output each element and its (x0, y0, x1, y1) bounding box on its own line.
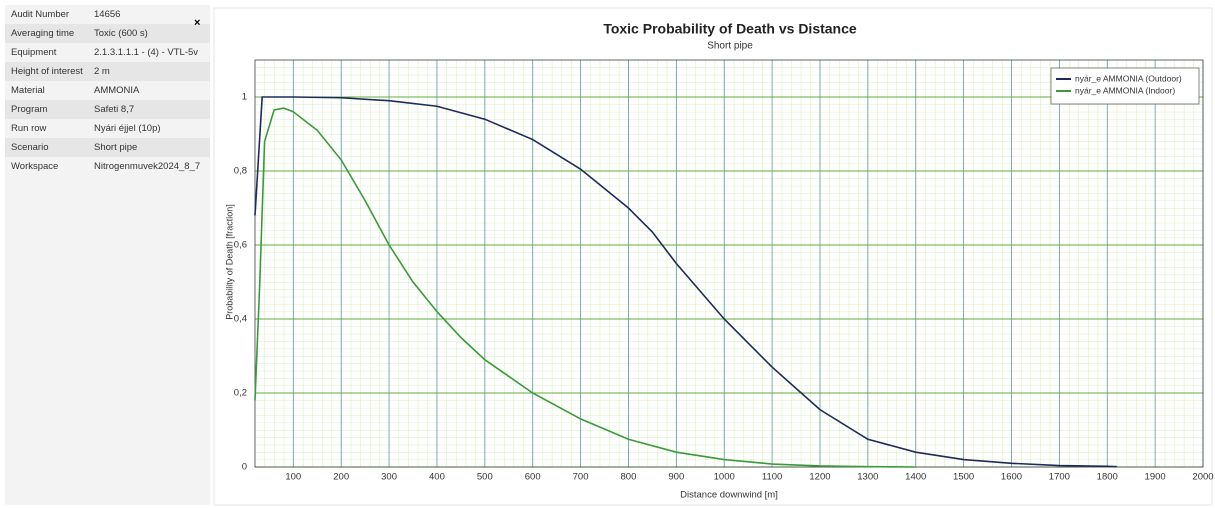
x-tick-label: 1600 (1001, 472, 1022, 483)
x-tick-label: 800 (621, 472, 637, 483)
property-value: 2 m (94, 66, 110, 77)
property-value: Safeti 8,7 (94, 104, 135, 115)
x-tick-label: 500 (477, 472, 493, 483)
chart-subtitle: Short pipe (707, 41, 753, 52)
x-tick-label: 1000 (714, 472, 735, 483)
y-tick-label: 0 (242, 462, 247, 473)
series-line (254, 107, 916, 468)
x-tick-label: 1100 (762, 472, 782, 483)
property-key: Height of interest (11, 66, 83, 77)
y-axis-label: Probability of Death [fraction] (224, 204, 234, 320)
property-row: Audit Number 14656 (5, 5, 210, 24)
property-row: Equipment 2.1.3.1.1.1 - (4) - VTL-5v (5, 43, 210, 62)
property-value: Toxic (600 s) (94, 28, 148, 39)
x-tick-label: 100 (285, 472, 301, 483)
property-row: Height of interest 2 m (5, 62, 210, 81)
legend-label: nyár_e AMMONIA (Outdoor) (1075, 73, 1182, 83)
property-value: Short pipe (94, 142, 138, 153)
plot-background (255, 60, 1203, 467)
property-key: Run row (11, 123, 47, 134)
x-tick-label: 200 (333, 472, 349, 483)
x-tick-label: 700 (573, 472, 589, 483)
x-tick-label: 300 (381, 472, 397, 483)
y-tick-label: 0,6 (234, 240, 247, 251)
x-tick-label: 600 (525, 472, 541, 483)
property-row: Program Safeti 8,7 (5, 100, 210, 119)
property-row: Run row Nyári éjjel (10p) (5, 119, 210, 138)
x-axis-label: Distance downwind [m] (680, 490, 778, 501)
x-tick-label: 1300 (857, 472, 878, 483)
property-key: Scenario (11, 142, 49, 153)
x-tick-label: 2000 (1192, 472, 1213, 483)
property-value: AMMONIA (94, 85, 140, 96)
property-row: Material AMMONIA (5, 81, 210, 100)
property-key: Workspace (11, 161, 59, 172)
x-tick-label: 1200 (809, 472, 830, 483)
property-key: Equipment (11, 47, 57, 58)
close-button[interactable]: × (194, 17, 201, 29)
x-tick-label: 400 (429, 472, 445, 483)
x-tick-label: 1700 (1049, 472, 1070, 483)
property-key: Averaging time (11, 28, 75, 39)
series-line (254, 96, 1117, 468)
property-value: Nitrogenmuvek2024_8_7 (94, 161, 201, 172)
property-row: Scenario Short pipe (5, 138, 210, 157)
property-rows: Audit Number 14656 Averaging time Toxic (60… (5, 5, 210, 176)
x-tick-label: 1400 (905, 472, 926, 483)
legend-box (1050, 67, 1200, 105)
property-key: Audit Number (11, 9, 70, 20)
property-row: Workspace Nitrogenmuvek2024_8_7 (5, 157, 210, 176)
y-tick-label: 0,8 (234, 166, 247, 177)
plot-border (254, 59, 1204, 468)
property-key: Material (11, 85, 45, 96)
x-tick-label: 900 (668, 472, 684, 483)
property-key: Program (11, 104, 48, 115)
legend-label: nyár_e AMMONIA (Indoor) (1075, 85, 1175, 95)
y-tick-label: 0,2 (234, 388, 247, 399)
property-value: 2.1.3.1.1.1 - (4) - VTL-5v (94, 47, 199, 58)
x-tick-label: 1500 (953, 472, 974, 483)
chart-title: Toxic Probability of Death vs Distance (603, 21, 857, 37)
properties-panel: Audit Number 14656 Averaging time Toxic (60… (5, 5, 210, 505)
property-value: Nyári éjjel (10p) (94, 123, 161, 134)
x-tick-label: 1900 (1145, 472, 1166, 483)
x-tick-label: 1800 (1097, 472, 1118, 483)
y-tick-label: 1 (242, 92, 247, 103)
y-tick-label: 0,4 (234, 314, 247, 325)
property-row: Averaging time Toxic (600 s) (5, 24, 210, 43)
property-value: 14656 (94, 9, 121, 20)
